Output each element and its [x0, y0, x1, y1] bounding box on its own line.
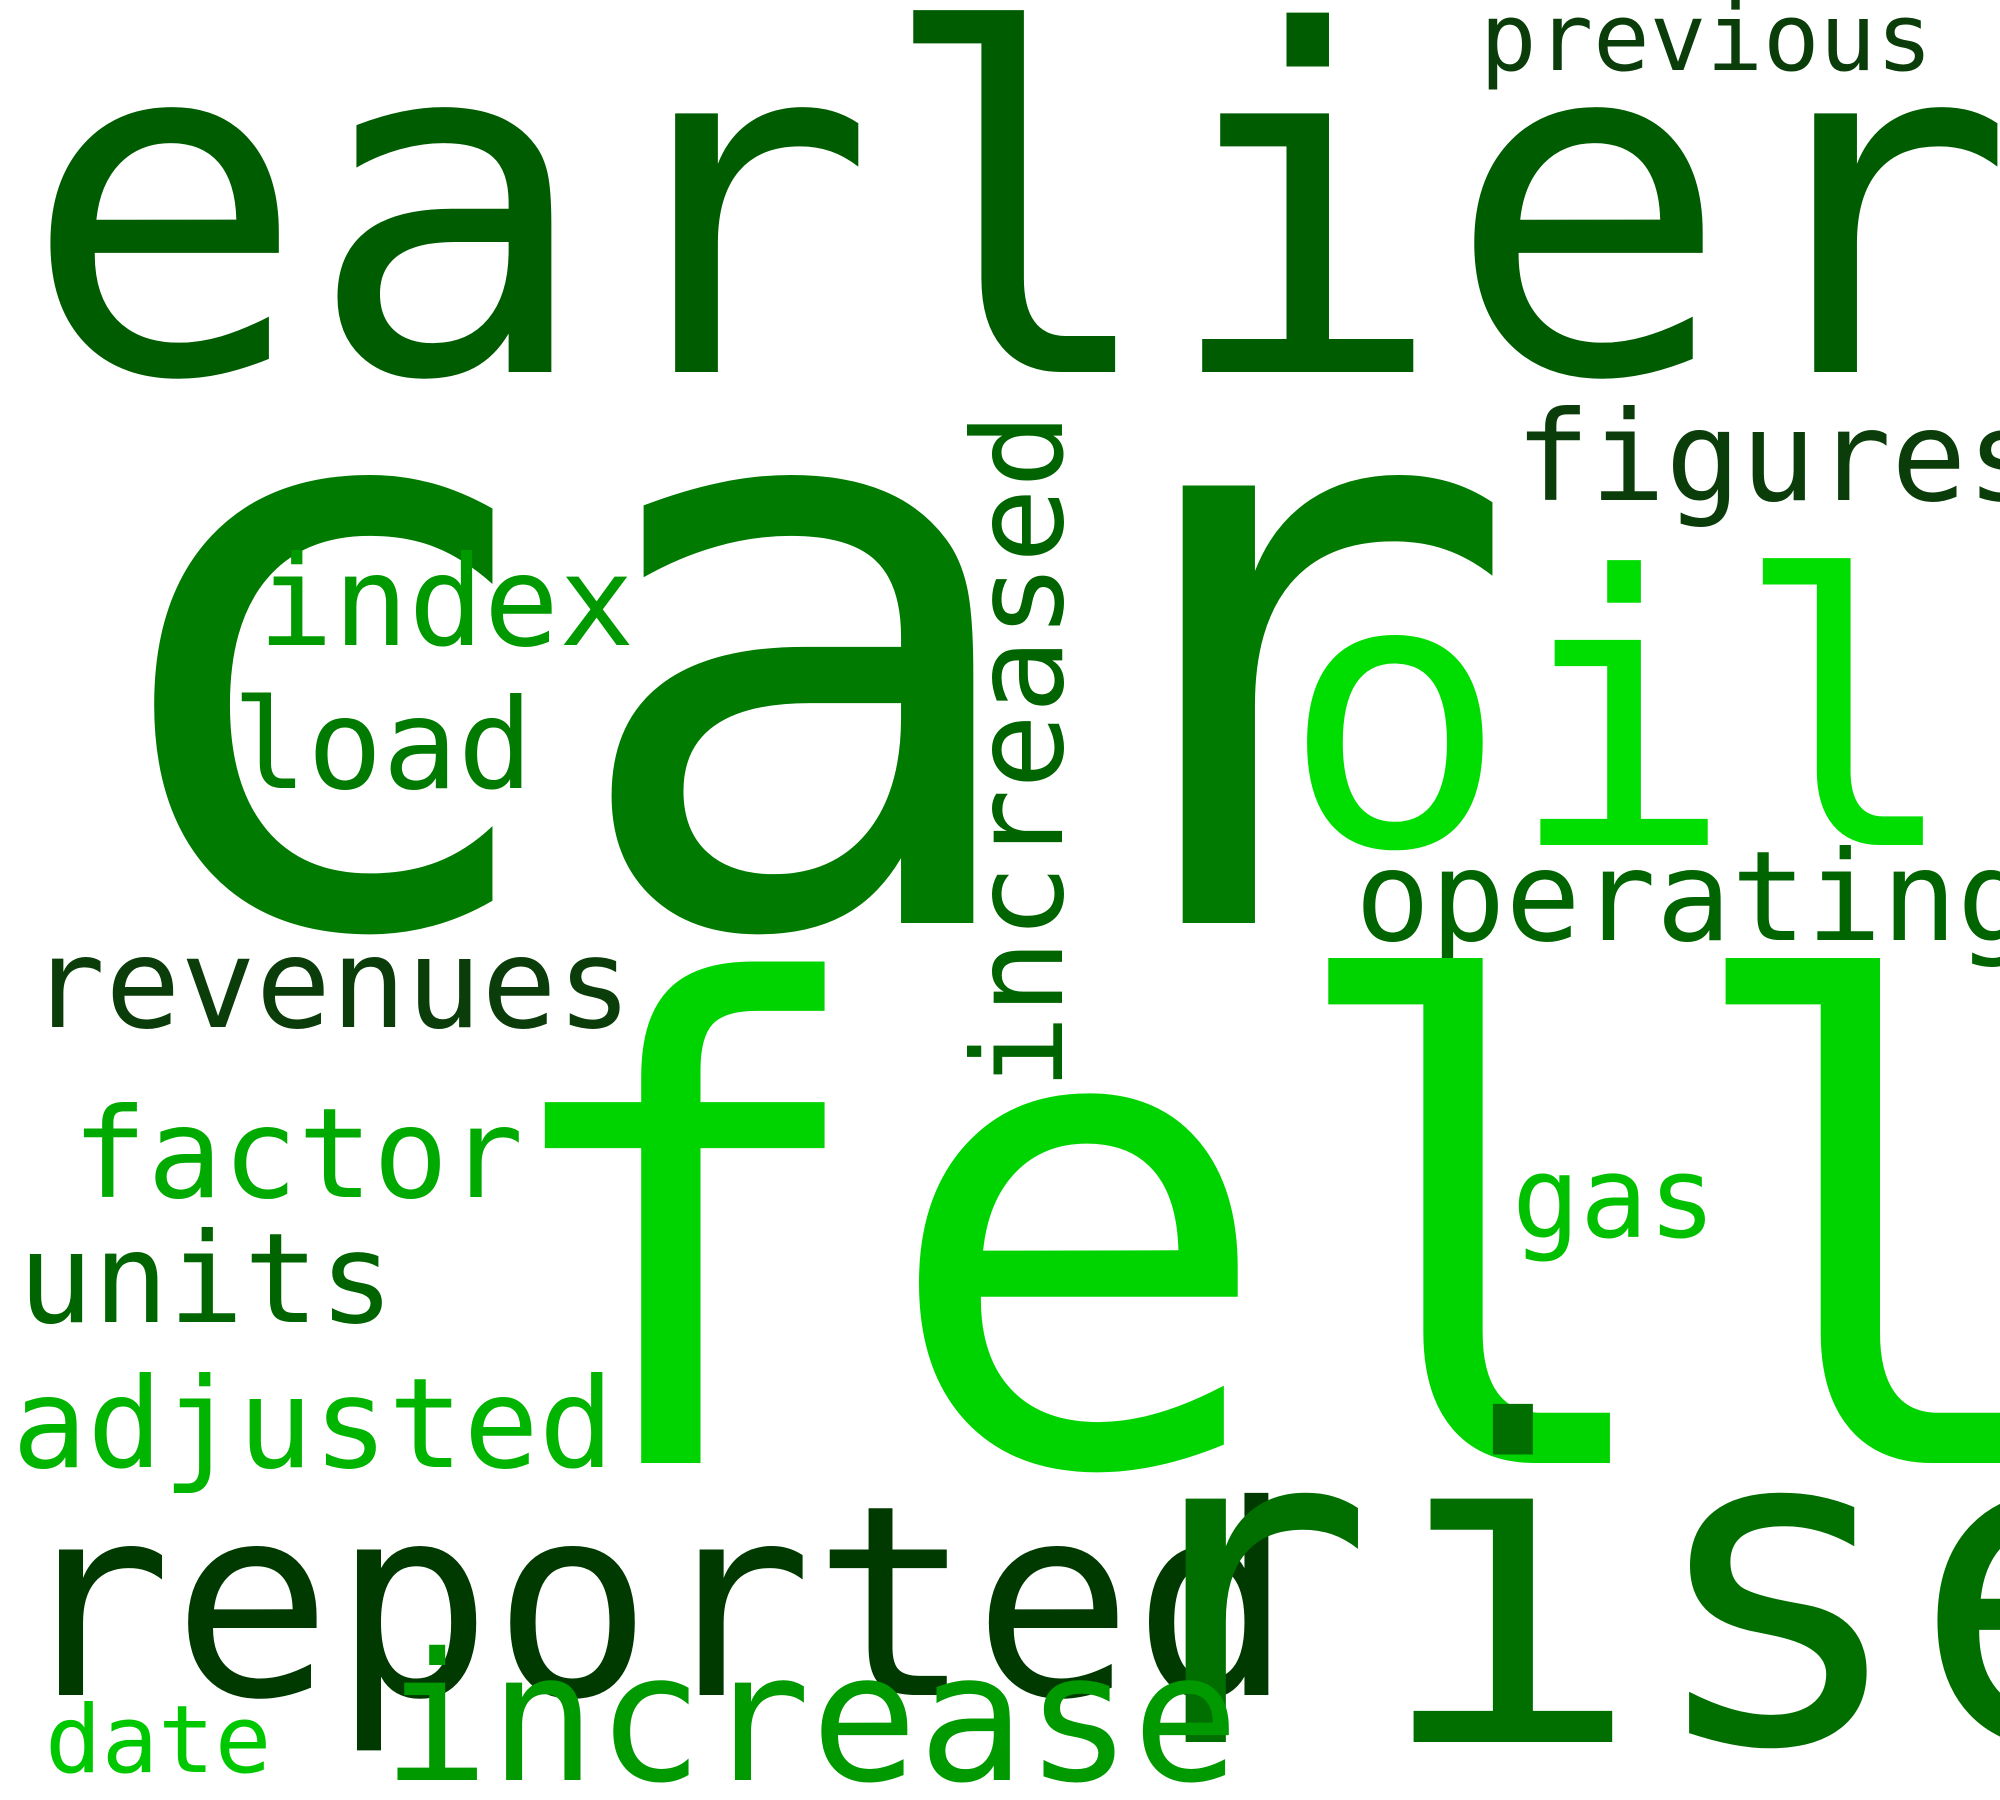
word-fell: fell: [482, 850, 2000, 1619]
word-rise: rise: [1107, 1329, 2000, 1800]
word-previous: previous: [1480, 0, 1933, 93]
word-oil: oil: [1282, 498, 1959, 934]
word-units: units: [18, 1207, 394, 1352]
word-figures: figures: [1515, 385, 2000, 530]
word-revenues: revenues: [30, 912, 632, 1057]
word-index: index: [258, 530, 634, 675]
word-gas: gas: [1512, 1132, 1716, 1264]
word-factor: factor: [72, 1082, 524, 1227]
word-reported: reported: [12, 1448, 1293, 1758]
word-load: load: [232, 673, 533, 818]
word-adjusted: adjusted: [12, 1352, 614, 1497]
word-increase: increase: [382, 1615, 1239, 1800]
word-operating: operating: [1355, 825, 2000, 970]
word-date: date: [45, 1686, 271, 1795]
word-increased: increased: [947, 413, 1092, 1090]
word-earlier: earlier: [22, 0, 2000, 484]
word-car: car: [78, 180, 1523, 1112]
